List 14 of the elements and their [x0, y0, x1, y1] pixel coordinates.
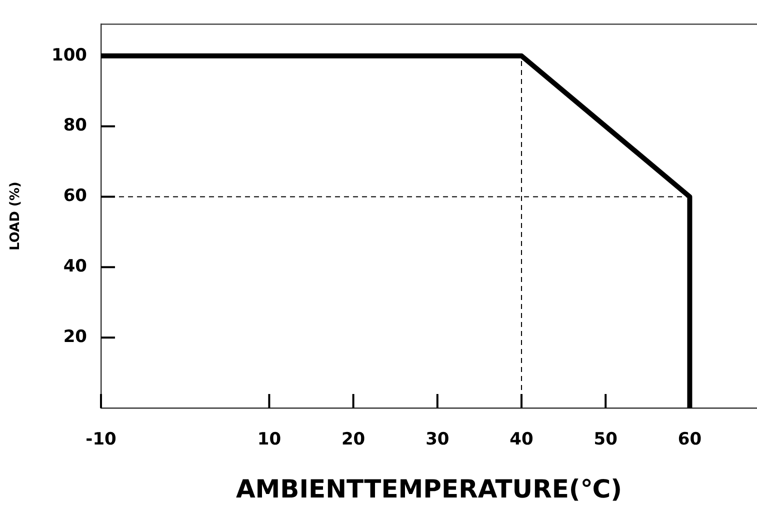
y-tick-label: 60	[63, 186, 88, 206]
x-tick-label: 50	[594, 430, 618, 450]
x-axis-title: AMBIENTTEMPERATURE(℃)	[236, 474, 622, 504]
x-tick-label: 10	[257, 430, 282, 450]
x-tick-label: 20	[341, 430, 366, 450]
x-tick-label: 40	[510, 430, 534, 450]
x-tick-label: 60	[678, 430, 702, 450]
y-tick-label: 20	[63, 327, 88, 347]
x-tick-label: 30	[426, 430, 450, 450]
y-tick-label: 80	[63, 116, 88, 136]
y-axis-title: LOAD (%)	[8, 182, 24, 251]
x-tick-label: -10	[86, 430, 117, 450]
y-tick-label: 40	[63, 256, 88, 277]
y-tick-label: 100	[52, 45, 88, 66]
